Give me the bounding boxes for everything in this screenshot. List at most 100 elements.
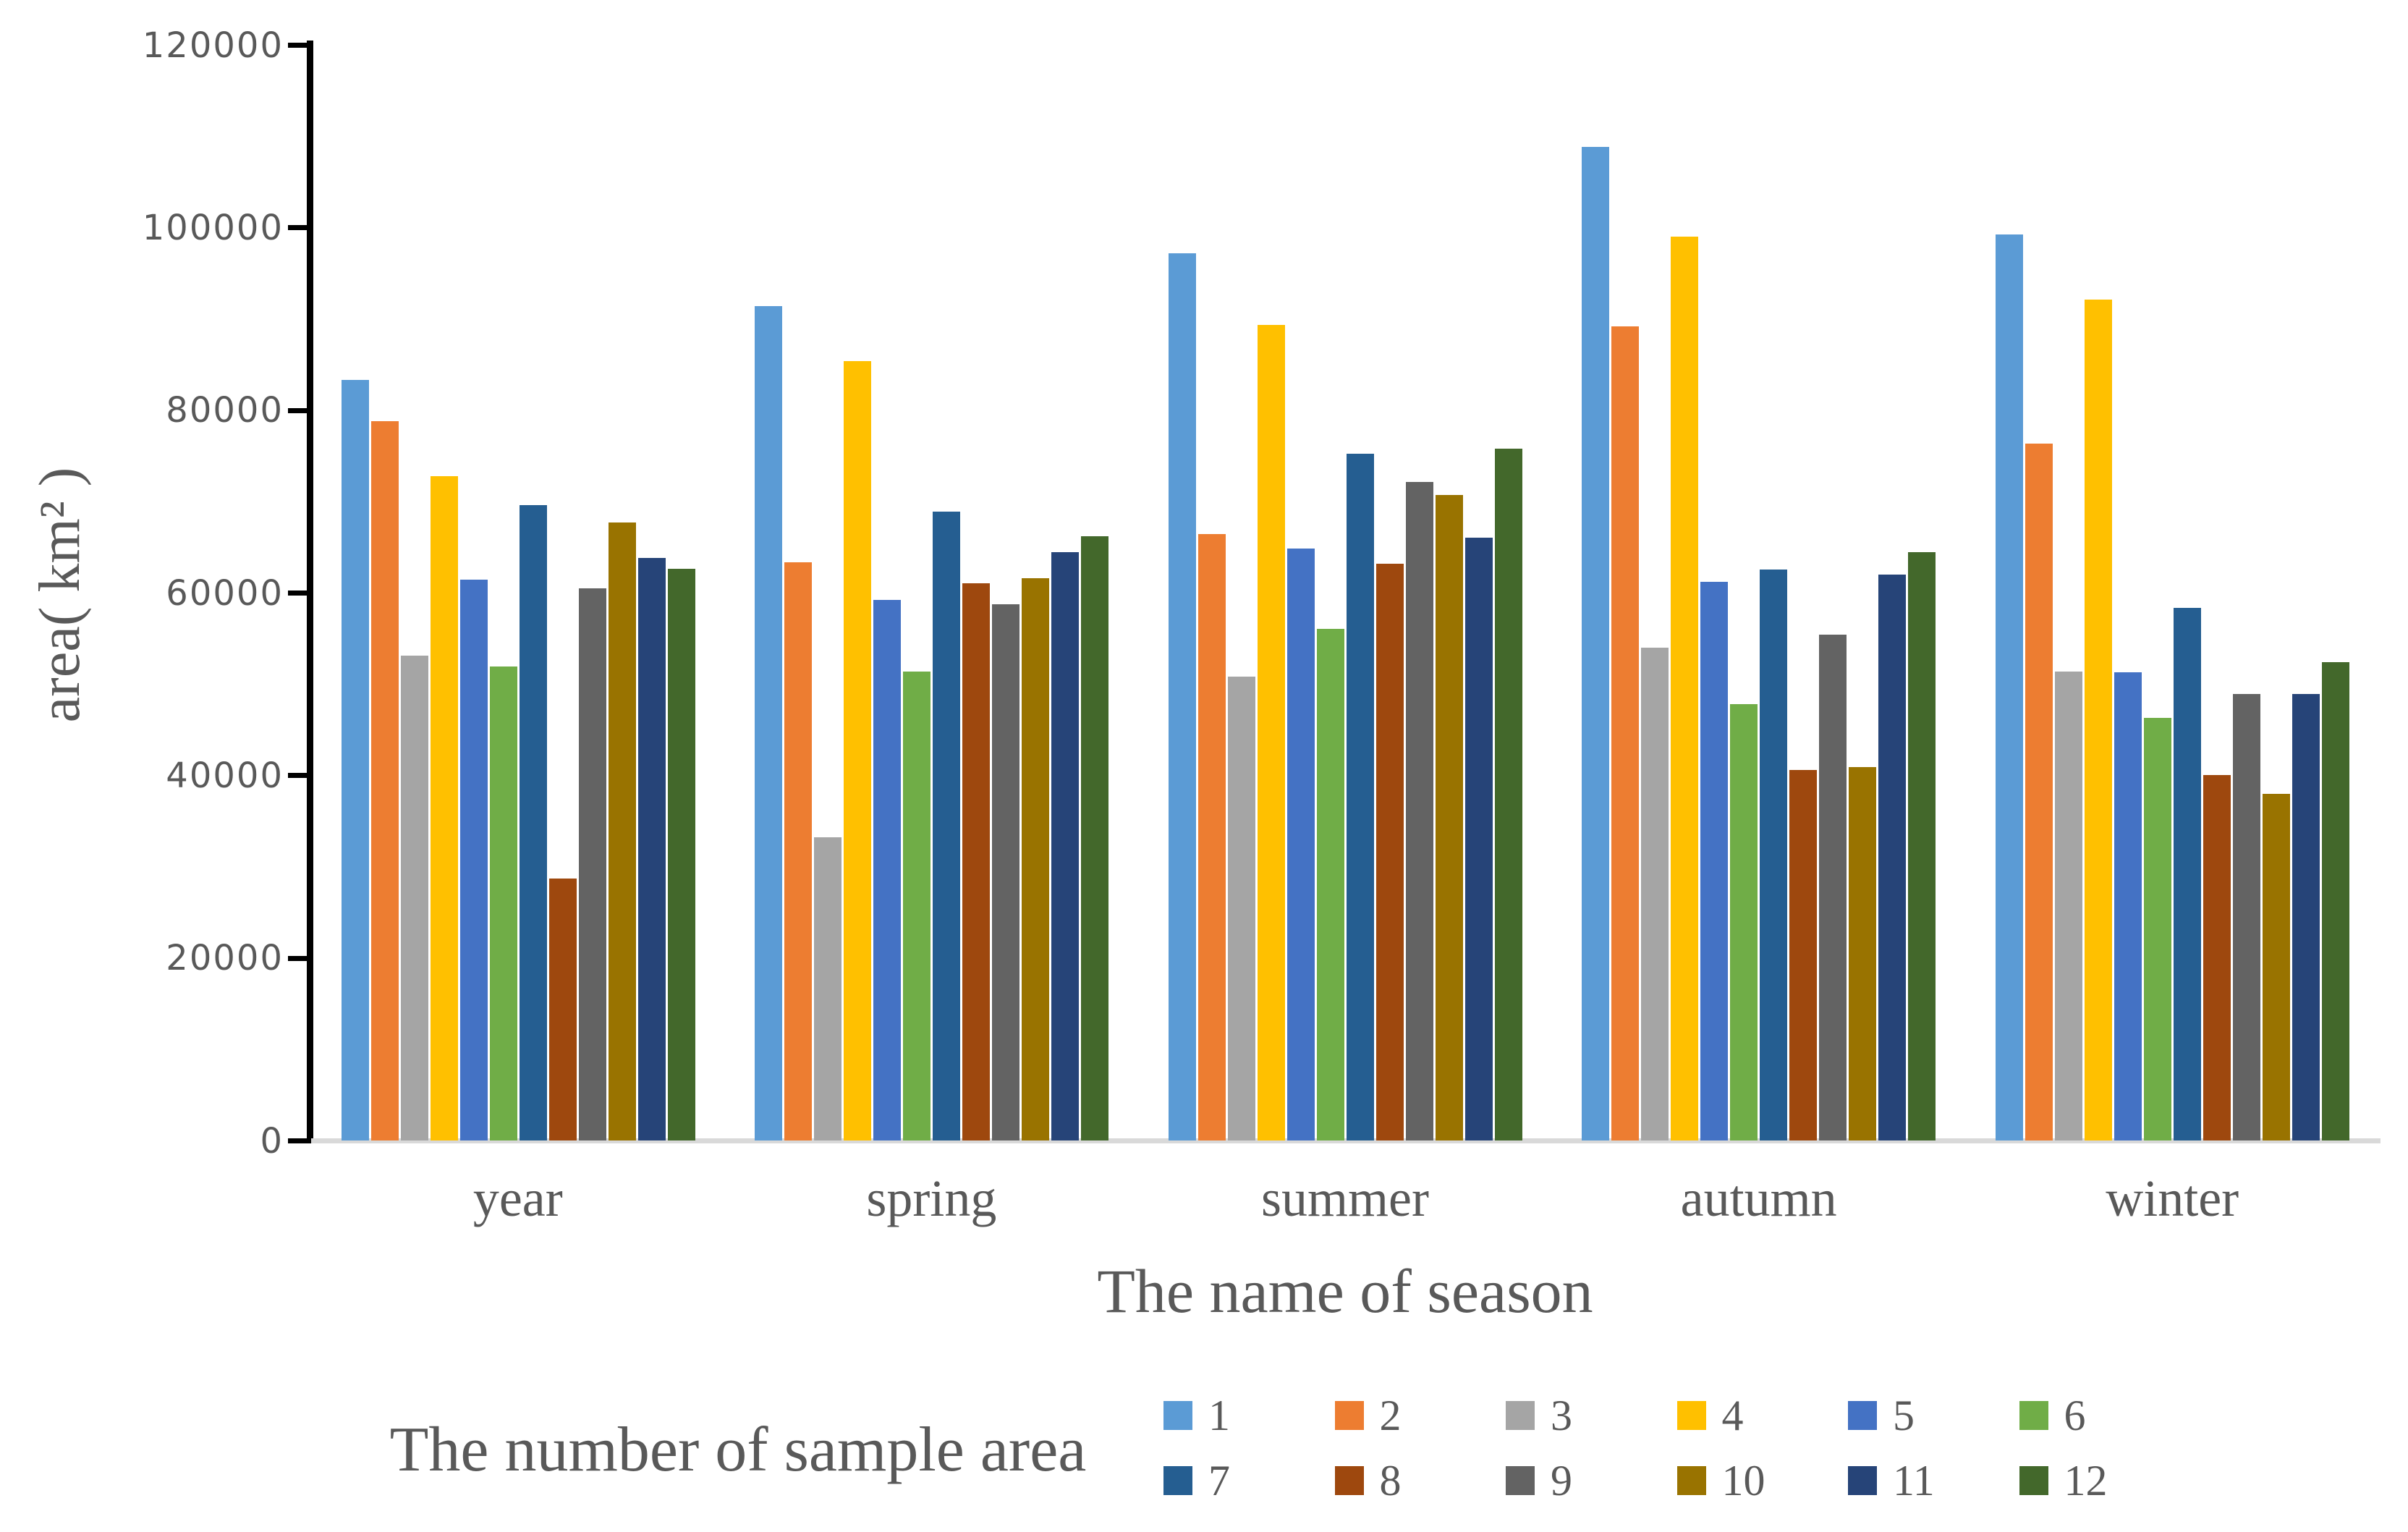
- legend-label-7: 7: [1208, 1457, 1230, 1505]
- bar-series5-summer: [1286, 549, 1315, 1140]
- legend-item-12: 12: [2019, 1453, 2108, 1508]
- bar-series1-year: [341, 380, 369, 1140]
- legend-item-8: 8: [1334, 1453, 1402, 1508]
- y-tick-label: 0: [260, 1120, 284, 1161]
- bar-series7-autumn: [1760, 570, 1788, 1140]
- bar-series11-year: [637, 558, 666, 1140]
- legend-item-1: 1: [1163, 1388, 1230, 1443]
- x-axis-title: The name of season: [1097, 1256, 1593, 1326]
- legend-label-2: 2: [1379, 1392, 1402, 1439]
- legend-item-7: 7: [1163, 1453, 1230, 1508]
- bar-series10-winter: [2262, 794, 2290, 1140]
- bar-series9-year: [578, 588, 606, 1140]
- bar-series1-summer: [1168, 253, 1196, 1140]
- y-tick-label: 80000: [166, 390, 284, 431]
- bar-series2-spring: [784, 562, 813, 1140]
- bar-series12-year: [667, 569, 695, 1140]
- x-axis-line: [302, 1138, 2381, 1143]
- bar-series7-spring: [933, 512, 961, 1140]
- y-tick-label: 100000: [142, 207, 284, 248]
- bar-series10-summer: [1435, 495, 1463, 1140]
- bar-series1-spring: [755, 306, 783, 1140]
- x-category-label-winter: winter: [2106, 1169, 2239, 1227]
- bar-series11-winter: [2292, 694, 2320, 1140]
- legend-item-6: 6: [2019, 1388, 2086, 1443]
- bar-group-summer: [1168, 45, 1522, 1140]
- bar-series10-spring: [1022, 578, 1050, 1140]
- bar-series9-winter: [2232, 694, 2260, 1140]
- legend-swatch-10: [1676, 1466, 1706, 1495]
- x-category-label-autumn: autumn: [1680, 1169, 1837, 1227]
- bar-series6-winter: [2143, 718, 2171, 1140]
- bar-series5-autumn: [1700, 582, 1729, 1140]
- x-category-label-spring: spring: [866, 1169, 997, 1227]
- bar-series6-summer: [1316, 629, 1344, 1140]
- bar-series3-year: [400, 656, 428, 1140]
- bar-series12-summer: [1494, 449, 1522, 1140]
- bar-series3-spring: [814, 837, 842, 1140]
- y-tick-mark: [288, 1138, 311, 1143]
- bar-series1-winter: [1995, 234, 2023, 1140]
- bar-series11-spring: [1051, 552, 1080, 1140]
- bar-series8-autumn: [1789, 770, 1818, 1140]
- legend-swatch-9: [1506, 1466, 1535, 1495]
- bar-series6-year: [489, 666, 517, 1140]
- bar-series7-summer: [1346, 454, 1374, 1140]
- bar-series9-autumn: [1819, 635, 1847, 1140]
- bar-series11-summer: [1464, 538, 1493, 1140]
- bar-group-year: [341, 45, 695, 1140]
- legend-label-12: 12: [2064, 1457, 2108, 1505]
- bar-series5-spring: [873, 600, 902, 1140]
- x-category-label-year: year: [472, 1169, 563, 1227]
- bar-series8-year: [548, 879, 577, 1140]
- bar-series8-spring: [962, 583, 991, 1140]
- legend-swatch-4: [1676, 1401, 1706, 1430]
- bar-series12-winter: [2321, 662, 2349, 1140]
- legend-item-9: 9: [1506, 1453, 1572, 1508]
- legend-label-10: 10: [1721, 1457, 1765, 1505]
- legend-label-9: 9: [1551, 1457, 1572, 1505]
- legend-label-1: 1: [1208, 1392, 1230, 1439]
- y-tick-label: 120000: [142, 25, 284, 66]
- bar-series1-autumn: [1582, 147, 1610, 1140]
- bar-series4-winter: [2084, 300, 2112, 1140]
- legend-swatch-8: [1334, 1466, 1364, 1495]
- bar-series2-year: [370, 421, 399, 1140]
- bar-series4-summer: [1257, 325, 1285, 1140]
- bar-group-autumn: [1582, 45, 1936, 1140]
- bar-series4-year: [430, 476, 458, 1140]
- bar-series2-winter: [2025, 444, 2053, 1140]
- bar-group-winter: [1995, 45, 2349, 1140]
- bar-series6-autumn: [1730, 704, 1758, 1140]
- bar-series2-summer: [1197, 534, 1226, 1140]
- bar-series10-autumn: [1849, 767, 1877, 1140]
- legend-swatch-3: [1506, 1401, 1535, 1430]
- bar-series8-summer: [1375, 564, 1404, 1140]
- legend-label-11: 11: [1893, 1457, 1935, 1505]
- bar-series10-year: [608, 522, 636, 1140]
- y-tick-mark: [288, 43, 311, 48]
- legend-swatch-11: [1848, 1466, 1877, 1495]
- bar-series2-autumn: [1611, 326, 1640, 1140]
- bar-series12-autumn: [1908, 552, 1936, 1140]
- y-axis-title: area( km² ): [28, 467, 92, 723]
- legend-title: The number of sample area: [389, 1415, 1087, 1485]
- legend-item-10: 10: [1676, 1453, 1765, 1508]
- bar-series3-winter: [2054, 672, 2082, 1140]
- bar-series7-year: [519, 505, 547, 1140]
- y-tick-mark: [288, 225, 311, 231]
- legend-item-2: 2: [1334, 1388, 1402, 1443]
- y-tick-label: 60000: [166, 572, 284, 614]
- bar-series9-spring: [992, 604, 1020, 1140]
- bar-series9-summer: [1405, 482, 1433, 1140]
- bar-group-spring: [755, 45, 1109, 1140]
- legend-item-11: 11: [1848, 1453, 1935, 1508]
- x-category-label-summer: summer: [1261, 1169, 1429, 1227]
- y-tick-mark: [288, 773, 311, 779]
- y-tick-label: 40000: [166, 755, 284, 796]
- bar-series4-spring: [844, 361, 872, 1140]
- bar-series12-spring: [1081, 536, 1109, 1140]
- legend-label-3: 3: [1551, 1392, 1572, 1439]
- bar-series8-winter: [2203, 775, 2231, 1140]
